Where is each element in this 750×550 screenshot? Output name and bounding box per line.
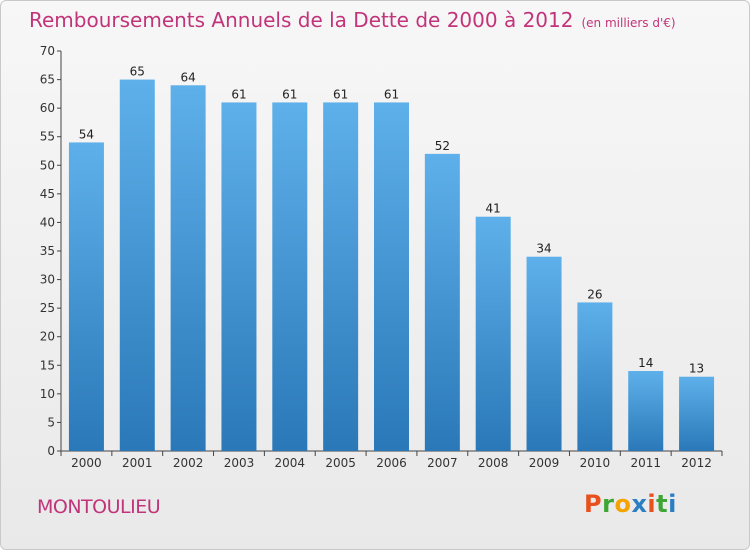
axes: 0 5 10 15 20 25 30 35 40 45 50 55 60 65 70 2000 2001 2002… xyxy=(40,44,723,470)
x-tick-label-2000: 2000 xyxy=(71,456,102,470)
y-tick-label: 10 xyxy=(40,387,55,401)
logo-letter: x xyxy=(631,490,648,518)
bar-2007 xyxy=(424,153,460,451)
bar-2011 xyxy=(628,371,664,451)
y-tick-label: 45 xyxy=(40,187,55,201)
y-tick-label: 20 xyxy=(40,330,55,344)
logo-letter: P xyxy=(584,490,603,518)
y-tick-label: 15 xyxy=(40,358,55,372)
commune-name: MONTOULIEU xyxy=(37,496,161,518)
y-tick-label: 55 xyxy=(40,130,55,144)
data-label-2010: 26 xyxy=(587,287,602,301)
y-tick-label: 25 xyxy=(40,301,55,315)
y-tick-label: 70 xyxy=(40,44,55,58)
logo-letter: t xyxy=(656,490,669,518)
x-tick-label-2001: 2001 xyxy=(122,456,153,470)
data-label-2008: 41 xyxy=(486,202,501,216)
data-label-2004: 61 xyxy=(282,87,297,101)
proxiti-logo: Proxiti xyxy=(584,490,677,518)
y-tick-label: 60 xyxy=(40,101,55,115)
bar-2008 xyxy=(475,216,511,451)
data-label-2003: 61 xyxy=(231,87,246,101)
data-label-2000: 54 xyxy=(79,127,94,141)
x-tick-label-2009: 2009 xyxy=(529,456,560,470)
data-label-2011: 14 xyxy=(638,356,653,370)
data-label-2012: 13 xyxy=(689,362,704,376)
y-tick-label: 35 xyxy=(40,244,55,258)
title-text: Remboursements Annuels de la Dette de 20… xyxy=(29,8,574,32)
x-tick-label-2011: 2011 xyxy=(630,456,661,470)
y-tick-label: 40 xyxy=(40,215,55,229)
bar-2010 xyxy=(577,302,613,451)
x-tick-label-2006: 2006 xyxy=(376,456,407,470)
y-tick-label: 5 xyxy=(47,415,55,429)
data-label-2006: 61 xyxy=(384,87,399,101)
bar-2003 xyxy=(221,102,257,451)
x-tick-label-2010: 2010 xyxy=(580,456,611,470)
y-tick-label: 50 xyxy=(40,158,55,172)
y-tick-label: 30 xyxy=(40,273,55,287)
y-tick-label: 0 xyxy=(47,444,55,458)
data-label-2002: 64 xyxy=(180,70,195,84)
bar-2006 xyxy=(374,102,409,451)
data-label-2001: 65 xyxy=(130,65,145,79)
unit-note: (en milliers d'€) xyxy=(581,16,676,30)
bar-2005 xyxy=(323,102,359,451)
logo-letter: r xyxy=(602,490,615,518)
data-label-2007: 52 xyxy=(435,139,450,153)
data-label-2009: 34 xyxy=(536,242,551,256)
bar-2009 xyxy=(526,256,562,451)
data-label-2005: 61 xyxy=(333,87,348,101)
chart-title: Remboursements Annuels de la Dette de 20… xyxy=(29,8,676,32)
x-tick-label-2002: 2002 xyxy=(173,456,204,470)
x-tick-label-2004: 2004 xyxy=(275,456,306,470)
bars: 54 65 64 61 61 61 61 52 41 34 26 14 13 xyxy=(68,65,715,452)
bar-2004 xyxy=(272,102,308,451)
x-tick-label-2008: 2008 xyxy=(478,456,509,470)
bar-2012 xyxy=(679,376,715,451)
logo-letter: i xyxy=(668,490,677,518)
y-tick-label: 65 xyxy=(40,73,55,87)
bar-2002 xyxy=(170,85,206,452)
x-tick-label-2012: 2012 xyxy=(681,456,712,470)
x-tick-label-2005: 2005 xyxy=(325,456,356,470)
logo-letter: o xyxy=(614,490,632,518)
x-tick-label-2007: 2007 xyxy=(427,456,458,470)
bar-2001 xyxy=(119,79,155,452)
logo-letter: i xyxy=(647,490,657,518)
bar-2000 xyxy=(68,142,104,451)
x-tick-label-2003: 2003 xyxy=(224,456,255,470)
